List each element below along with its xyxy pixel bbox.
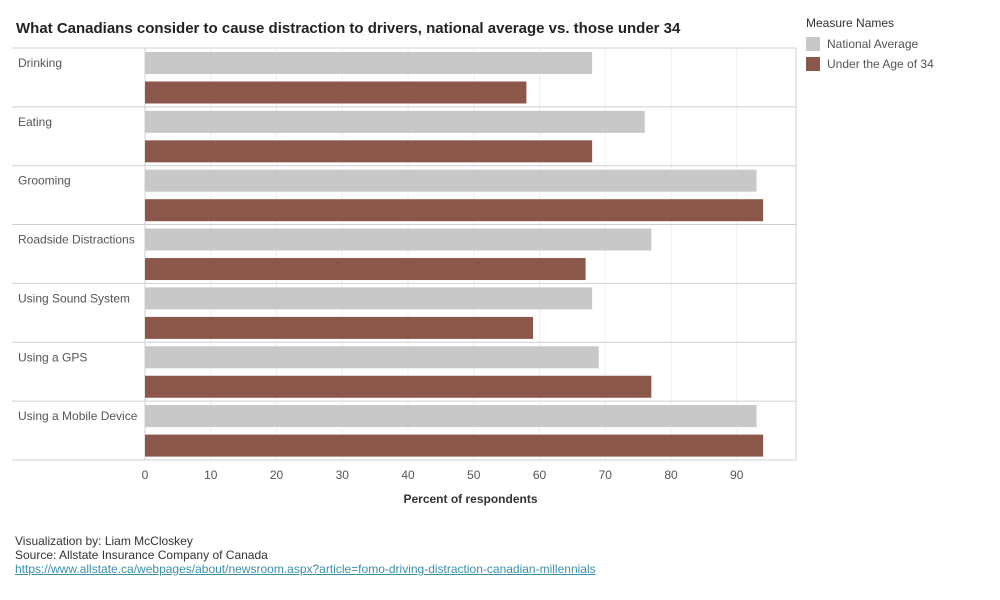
x-tick-label: 40 [401,468,415,482]
bar [145,52,593,74]
bar [145,258,586,281]
labels-layer: Drinking Eating Grooming Roadside Distracti… [18,56,138,423]
bar [145,140,593,163]
bar [145,346,599,369]
credit-text: Visualization by: Liam McCloskey [15,534,193,548]
bar [145,169,757,192]
x-tick-label: 0 [142,468,149,482]
x-axis: 0 10 20 30 40 50 60 70 80 90 [142,468,744,482]
x-tick-label: 90 [730,468,744,482]
x-tick-label: 50 [467,468,481,482]
bar [145,228,652,251]
legend-item[interactable]: Under the Age of 34 [806,54,934,74]
bars-layer [145,52,764,457]
legend-items: National Average Under the Age of 34 [806,34,934,74]
bar [145,110,645,133]
source-link[interactable]: https://www.allstate.ca/webpages/about/n… [15,562,596,576]
category-label: Using a Mobile Device [18,409,138,423]
bar [145,316,533,339]
x-tick-label: 80 [664,468,678,482]
bar [145,81,527,104]
bar [145,375,652,398]
legend: Measure Names National Average Under the … [806,16,934,74]
x-tick-label: 70 [599,468,613,482]
grid-layer [12,47,797,461]
bar [145,199,764,222]
x-axis-title: Percent of respondents [403,492,537,506]
legend-item[interactable]: National Average [806,34,934,54]
legend-title: Measure Names [806,16,895,30]
x-tick-label: 30 [336,468,350,482]
legend-label: Under the Age of 34 [827,57,934,71]
source-text: Source: Allstate Insurance Company of Ca… [15,548,268,562]
category-label: Roadside Distractions [18,233,135,247]
category-label: Drinking [18,56,62,70]
legend-label: National Average [827,37,919,51]
x-tick-label: 10 [204,468,218,482]
legend-swatch [806,37,820,51]
footer: Visualization by: Liam McCloskey Source:… [15,534,596,576]
category-label: Using a GPS [18,350,87,364]
x-tick-label: 60 [533,468,547,482]
chart-title: What Canadians consider to cause distrac… [16,20,681,37]
bar [145,287,593,310]
x-tick-label: 20 [270,468,284,482]
category-label: Grooming [18,174,71,188]
bar [145,405,757,428]
bar [145,434,764,457]
legend-swatch [806,57,820,71]
category-label: Eating [18,115,52,129]
category-label: Using Sound System [18,291,130,305]
